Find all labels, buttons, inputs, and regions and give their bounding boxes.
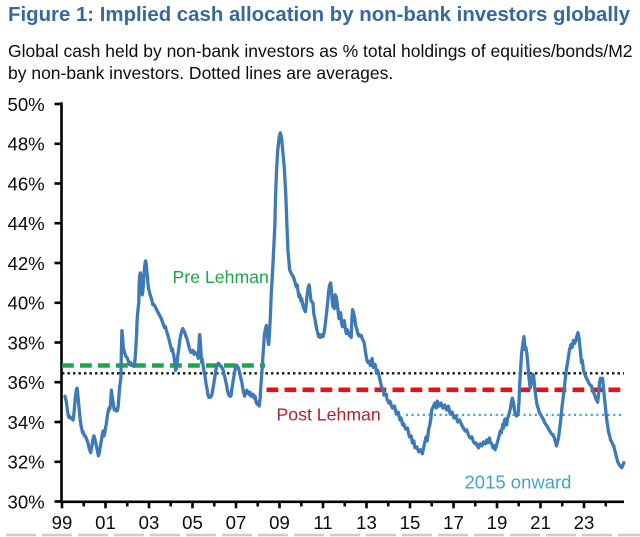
svg-text:36%: 36% (8, 372, 45, 393)
svg-text:03: 03 (139, 512, 160, 533)
svg-text:2015 onward: 2015 onward (465, 472, 572, 493)
svg-text:40%: 40% (8, 293, 45, 314)
svg-text:21: 21 (530, 512, 551, 533)
svg-text:46%: 46% (8, 173, 45, 194)
svg-text:17: 17 (443, 512, 464, 533)
svg-text:09: 09 (269, 512, 290, 533)
svg-text:50%: 50% (8, 94, 45, 115)
svg-text:Pre Lehman: Pre Lehman (173, 267, 269, 287)
svg-text:34%: 34% (8, 412, 45, 433)
svg-text:44%: 44% (8, 213, 45, 234)
svg-text:05: 05 (182, 512, 203, 533)
svg-text:11: 11 (313, 512, 332, 533)
svg-text:32%: 32% (8, 452, 45, 473)
svg-text:13: 13 (356, 512, 377, 533)
svg-text:42%: 42% (8, 253, 45, 274)
svg-text:15: 15 (400, 512, 421, 533)
svg-text:19: 19 (487, 512, 508, 533)
svg-text:48%: 48% (8, 134, 45, 155)
svg-text:38%: 38% (8, 332, 45, 353)
svg-text:07: 07 (226, 512, 247, 533)
svg-text:30%: 30% (8, 491, 45, 512)
svg-text:99: 99 (52, 512, 73, 533)
svg-text:Post Lehman: Post Lehman (277, 405, 381, 425)
svg-text:01: 01 (95, 512, 116, 533)
svg-text:23: 23 (574, 512, 595, 533)
